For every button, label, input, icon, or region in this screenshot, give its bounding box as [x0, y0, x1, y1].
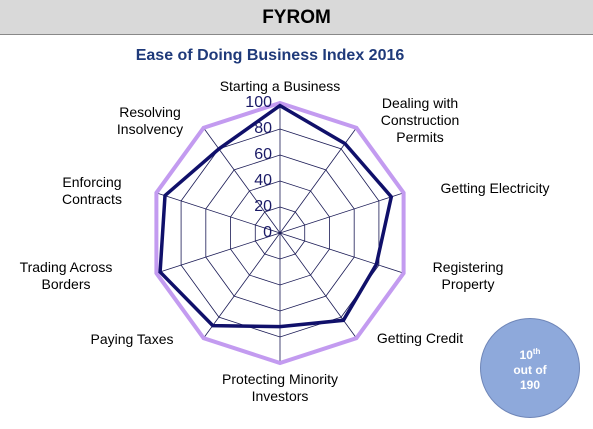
spoke [203, 127, 281, 234]
badge-text: out of [513, 362, 547, 377]
chart-title: Ease of Doing Business Index 2016 [135, 47, 405, 64]
category-label: Enforcing Contracts [62, 174, 122, 207]
category-label: Dealing with Construction Permits [380, 95, 460, 145]
rank-suffix: th [532, 346, 541, 356]
r-tick-label: 100 [245, 94, 272, 111]
r-tick-label: 40 [254, 172, 272, 189]
spoke [279, 232, 404, 274]
spoke [156, 232, 281, 274]
category-label: Registering Property [432, 259, 504, 292]
spoke [156, 192, 281, 234]
r-tick-label: 60 [254, 146, 272, 163]
rank-badge: 10th out of 190 [480, 318, 580, 418]
category-label: Getting Electricity [440, 180, 550, 196]
badge-total: 190 [519, 377, 541, 392]
spoke [279, 127, 357, 234]
series-line [154, 100, 406, 366]
category-label: Starting a Business [219, 78, 341, 94]
category-label: Paying Taxes [90, 331, 174, 347]
category-label: Getting Credit [376, 330, 464, 346]
spoke [279, 192, 404, 234]
category-label: Protecting Minority Investors [222, 371, 338, 404]
r-tick-label: 20 [254, 198, 272, 215]
header: FYROM [0, 0, 593, 35]
category-label: Resolving Insolvency [116, 104, 184, 137]
category-label: Trading Across Borders [19, 259, 113, 292]
rank: 10 [519, 347, 533, 362]
series-line [158, 103, 394, 329]
r-tick-label: 0 [263, 224, 272, 241]
spoke [203, 232, 281, 339]
r-tick-label: 80 [254, 120, 272, 137]
